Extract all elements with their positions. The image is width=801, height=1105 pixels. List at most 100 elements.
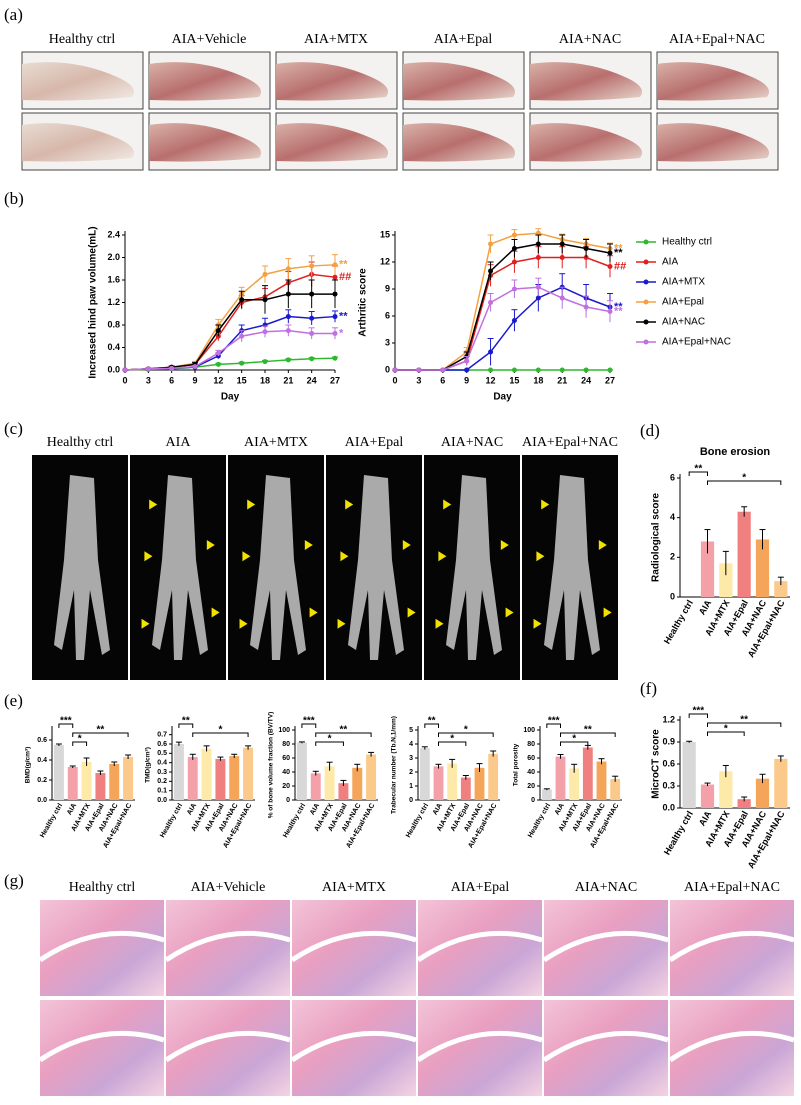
x-tick-label: 15 xyxy=(509,375,519,385)
data-point xyxy=(285,266,291,272)
significance: *** xyxy=(303,716,315,727)
bar xyxy=(338,783,349,800)
y-tick-label: 0.7 xyxy=(157,732,167,739)
data-point xyxy=(309,330,315,336)
data-point xyxy=(535,241,541,247)
significance: * xyxy=(218,725,222,736)
series-line xyxy=(124,329,335,371)
data-point xyxy=(309,263,315,269)
arrowhead xyxy=(309,607,318,618)
bar xyxy=(555,756,566,800)
y-axis-label: BMD(g/cm³) xyxy=(25,747,32,783)
data-point xyxy=(607,309,613,314)
arrowhead xyxy=(536,551,545,562)
significance-bracket xyxy=(707,722,782,727)
data-point xyxy=(285,328,291,334)
legend-marker xyxy=(643,279,649,285)
data-point xyxy=(332,291,338,297)
significance-bracket xyxy=(438,741,467,746)
significance-bracket xyxy=(72,741,88,746)
y-tick-label: 4 xyxy=(670,512,675,522)
data-point xyxy=(535,230,541,236)
bar xyxy=(596,761,607,800)
arrowhead xyxy=(443,499,452,510)
series-line xyxy=(395,286,611,371)
column-header: AIA+MTX xyxy=(244,435,308,450)
significance: * xyxy=(724,724,728,735)
bar xyxy=(81,762,92,800)
chart-title: Bone erosion xyxy=(700,446,771,458)
bar xyxy=(447,763,458,800)
significance-bracket xyxy=(192,732,249,737)
column-header: AIA+NAC xyxy=(559,32,621,47)
y-tick-label: 6 xyxy=(385,310,390,320)
arrowhead xyxy=(500,540,509,550)
column-header: AIA+Vehicle xyxy=(172,32,247,47)
bar xyxy=(700,784,715,808)
bar xyxy=(123,757,134,800)
data-point xyxy=(262,271,268,277)
legend-marker xyxy=(643,239,649,245)
arrowhead xyxy=(340,551,349,562)
y-tick-label: 0.9 xyxy=(662,736,675,746)
significance: ** xyxy=(614,242,623,254)
data-point xyxy=(192,364,198,370)
bar xyxy=(243,747,254,800)
y-tick-label: 12 xyxy=(380,256,390,266)
paw xyxy=(22,123,135,162)
y-tick-label: 100 xyxy=(278,727,290,734)
y-tick-label: 6 xyxy=(670,472,675,482)
data-point xyxy=(239,297,245,303)
data-point xyxy=(583,304,589,310)
y-tick-label: 100 xyxy=(523,727,535,734)
x-axis-label: Day xyxy=(221,392,240,403)
arrowhead xyxy=(247,499,256,510)
arrowhead xyxy=(242,551,251,562)
y-tick-label: 0.4 xyxy=(157,760,167,767)
significance-bracket xyxy=(178,723,194,728)
x-tick-label: 6 xyxy=(169,375,174,385)
data-point xyxy=(607,250,613,256)
series-line xyxy=(395,232,611,371)
y-tick-label: 0.2 xyxy=(37,777,47,784)
paw xyxy=(530,62,643,101)
x-tick-label: AIA xyxy=(697,809,714,828)
y-tick-label: 40 xyxy=(282,769,290,776)
x-tick-label: 15 xyxy=(237,375,247,385)
data-point xyxy=(511,246,517,251)
significance-bracket xyxy=(560,741,589,746)
bar xyxy=(67,767,78,800)
bar xyxy=(755,539,770,597)
significance-bracket xyxy=(438,732,494,737)
significance-bracket xyxy=(688,471,708,476)
y-tick-label: 2.0 xyxy=(107,252,120,262)
paw xyxy=(403,62,516,101)
arrowhead xyxy=(211,607,220,618)
x-tick-label: Healthy ctrl xyxy=(39,802,64,839)
bar xyxy=(229,756,240,800)
bar xyxy=(700,541,715,597)
bone xyxy=(152,475,208,660)
significance-bracket xyxy=(315,741,344,746)
x-tick-label: 27 xyxy=(330,375,340,385)
x-tick-label: AIA xyxy=(554,802,566,816)
x-tick-label: 27 xyxy=(605,375,615,385)
series-line xyxy=(124,315,336,371)
significance-bracket xyxy=(707,480,782,485)
significance: ** xyxy=(339,259,348,271)
paw xyxy=(657,62,770,101)
bar xyxy=(474,767,485,800)
y-axis-label: Radiological score xyxy=(651,493,662,582)
data-point xyxy=(145,366,151,372)
significance: ** xyxy=(694,464,702,475)
data-point xyxy=(488,241,494,247)
arrowhead xyxy=(239,618,248,629)
bar xyxy=(719,563,733,597)
x-tick-label: 0 xyxy=(392,375,397,385)
bar xyxy=(296,742,307,800)
data-point xyxy=(559,367,565,373)
y-tick-label: 2 xyxy=(409,769,413,776)
x-tick-label: 9 xyxy=(192,375,197,385)
y-tick-label: 0 xyxy=(409,797,413,804)
